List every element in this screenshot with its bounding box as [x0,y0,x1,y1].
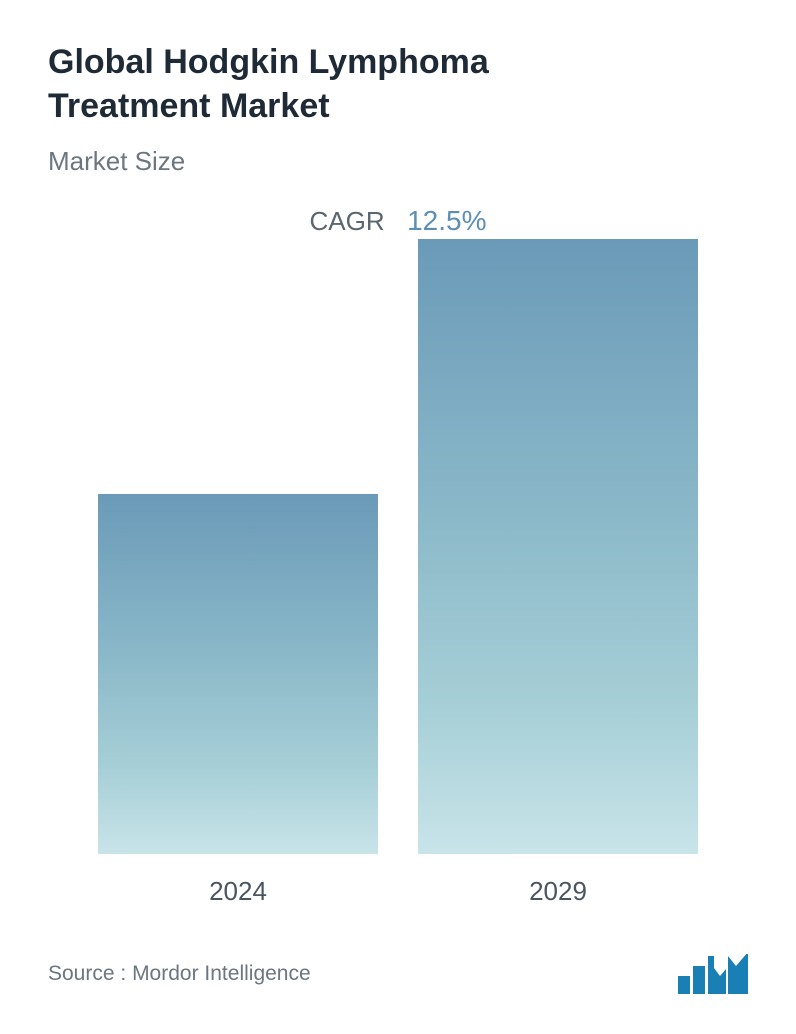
source-label: Source : [48,962,126,985]
footer: Source : Mordor Intelligence [48,954,748,994]
bar-group-2024: 2024 [98,494,378,907]
bar-label: 2029 [529,876,587,907]
subtitle: Market Size [48,146,748,177]
cagr-value: 12.5% [407,205,486,237]
bar-label: 2024 [209,876,267,907]
cagr-label: CAGR [310,206,385,237]
cagr-row: CAGR 12.5% [48,205,748,237]
bar-chart: 2024 2029 [48,267,748,907]
bar-2024 [98,494,378,854]
bar-group-2029: 2029 [418,239,698,907]
page-title: Global Hodgkin Lymphoma Treatment Market [48,40,568,128]
source-name: Mordor Intelligence [132,962,311,985]
mordor-logo-icon [678,954,748,994]
source-text: Source : Mordor Intelligence [48,962,311,986]
bar-2029 [418,239,698,854]
